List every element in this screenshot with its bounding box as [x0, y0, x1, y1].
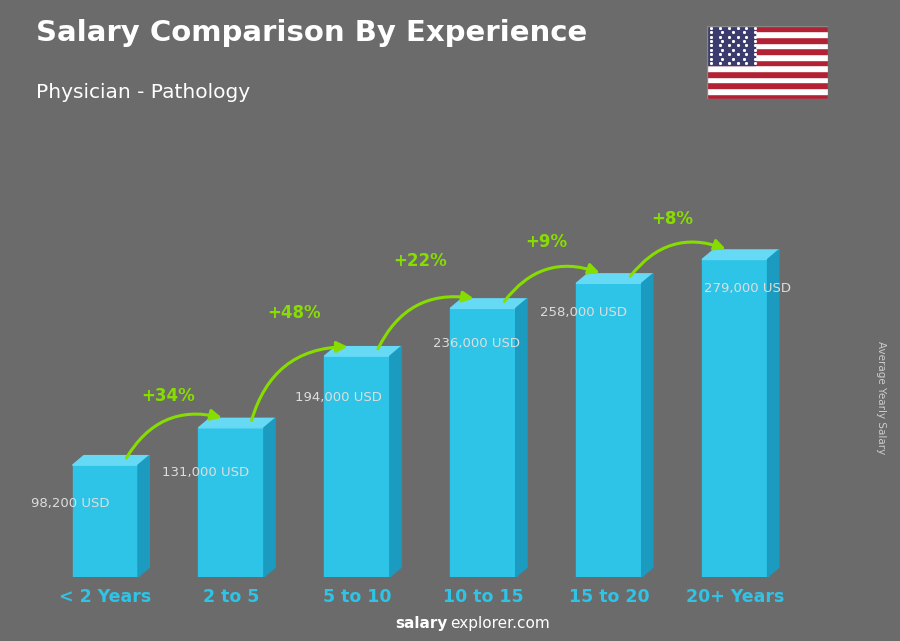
Bar	[706, 54, 828, 60]
Text: +8%: +8%	[651, 210, 693, 228]
Bar	[706, 26, 828, 31]
Polygon shape	[702, 250, 778, 260]
Polygon shape	[702, 260, 768, 577]
Polygon shape	[516, 299, 527, 577]
Polygon shape	[198, 428, 264, 577]
Text: +22%: +22%	[393, 253, 447, 271]
Text: +48%: +48%	[267, 304, 321, 322]
Polygon shape	[198, 419, 275, 428]
Bar	[706, 37, 828, 43]
Bar	[706, 26, 755, 65]
Text: 236,000 USD: 236,000 USD	[433, 337, 520, 350]
Bar	[706, 60, 828, 65]
Polygon shape	[324, 347, 401, 356]
Text: explorer.com: explorer.com	[450, 617, 550, 631]
Bar	[706, 48, 828, 54]
Polygon shape	[264, 419, 275, 577]
Text: +34%: +34%	[141, 387, 195, 405]
Polygon shape	[390, 347, 401, 577]
Polygon shape	[138, 456, 149, 577]
Bar	[706, 82, 828, 88]
Bar	[706, 88, 828, 94]
Text: +9%: +9%	[525, 233, 567, 251]
Polygon shape	[73, 456, 149, 465]
Text: Salary Comparison By Experience: Salary Comparison By Experience	[36, 19, 587, 47]
Polygon shape	[576, 283, 642, 577]
Text: 279,000 USD: 279,000 USD	[704, 281, 791, 295]
Polygon shape	[450, 299, 527, 308]
Text: 258,000 USD: 258,000 USD	[540, 306, 627, 319]
Bar	[706, 43, 828, 48]
Text: 98,200 USD: 98,200 USD	[31, 497, 109, 510]
Polygon shape	[576, 274, 653, 283]
Bar	[706, 77, 828, 82]
Text: 131,000 USD: 131,000 USD	[162, 466, 249, 479]
Text: salary: salary	[395, 617, 447, 631]
Bar	[706, 31, 828, 37]
Polygon shape	[324, 356, 390, 577]
Text: Average Yearly Salary: Average Yearly Salary	[877, 341, 886, 454]
Polygon shape	[73, 465, 138, 577]
Text: Physician - Pathology: Physician - Pathology	[36, 83, 250, 103]
Polygon shape	[768, 250, 778, 577]
Text: 194,000 USD: 194,000 USD	[295, 391, 382, 404]
Polygon shape	[450, 308, 516, 577]
Bar	[706, 94, 828, 99]
Bar	[706, 71, 828, 77]
Polygon shape	[642, 274, 653, 577]
Bar	[706, 65, 828, 71]
